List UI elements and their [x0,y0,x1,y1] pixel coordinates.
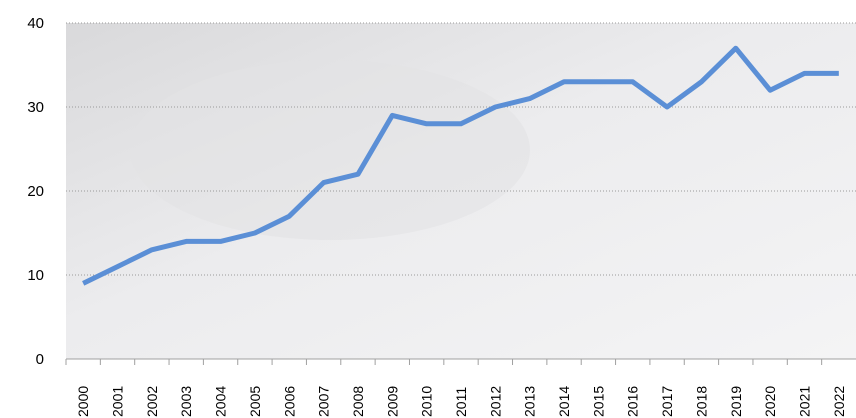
x-tick-label: 2018 [693,386,709,417]
y-tick-label: 40 [27,15,44,32]
y-tick-label: 30 [27,99,44,116]
x-tick-label: 2012 [487,386,503,417]
x-tick-label: 2015 [590,386,606,417]
x-tick-label: 2016 [625,386,641,417]
x-tick-label: 2007 [316,386,332,417]
x-tick-label: 2021 [796,386,812,417]
x-tick-label: 2017 [659,386,675,417]
y-tick-label: 20 [27,183,44,200]
x-tick-label: 2005 [247,386,263,417]
x-tick-label: 2009 [384,386,400,417]
x-tick-label: 2020 [762,386,778,417]
x-tick-label: 2008 [350,386,366,417]
y-tick-label: 10 [27,267,44,284]
x-tick-label: 2014 [556,386,572,417]
x-tick-label: 2000 [75,386,91,417]
x-tick-label: 2001 [110,386,126,417]
y-tick-label: 0 [36,351,44,368]
background-shape [130,60,530,240]
x-tick-label: 2010 [419,386,435,417]
x-tick-label: 2011 [453,387,469,417]
x-tick-label: 2004 [213,386,229,417]
x-tick-label: 2002 [144,386,160,417]
data-line [82,45,839,286]
x-tick-label: 2013 [522,386,538,417]
x-tick-label: 2022 [831,386,847,417]
x-tick-label: 2019 [728,386,744,417]
x-tick-label: 2003 [178,386,194,417]
x-tick-label: 2006 [281,386,297,417]
